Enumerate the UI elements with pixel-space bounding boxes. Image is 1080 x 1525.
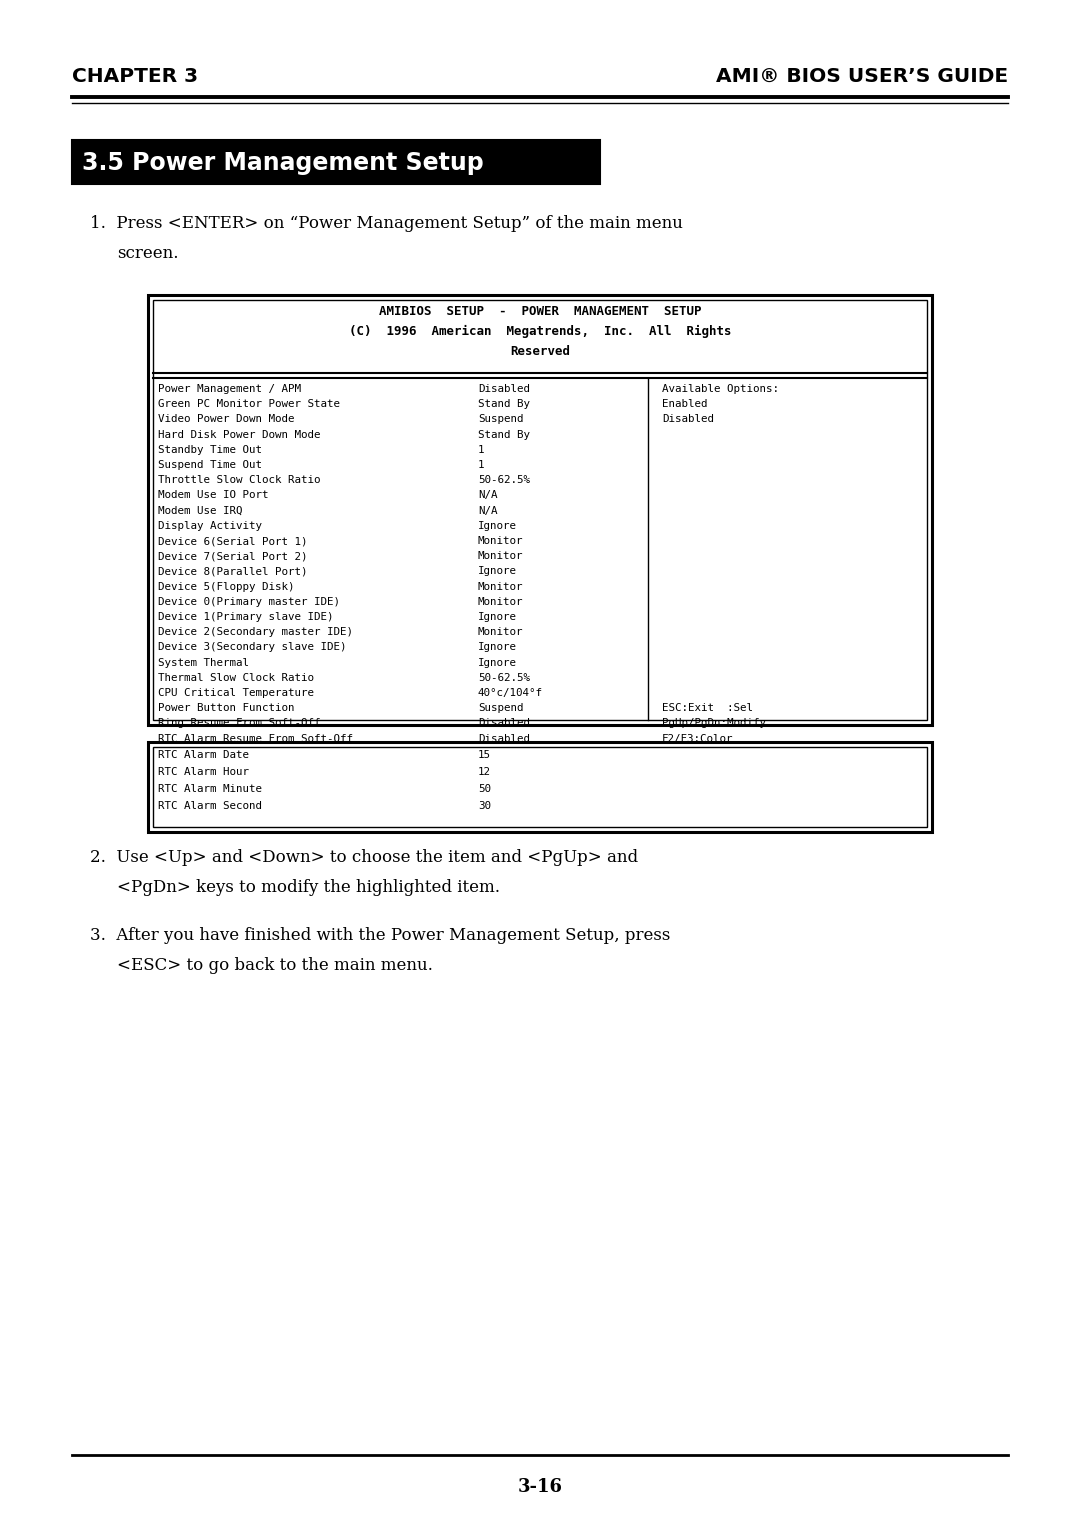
Text: Power Button Function: Power Button Function [158,703,295,714]
Text: Power Management / APM: Power Management / APM [158,384,301,393]
Text: Hard Disk Power Down Mode: Hard Disk Power Down Mode [158,430,321,439]
Bar [153,300,927,720]
Text: RTC Alarm Date: RTC Alarm Date [158,750,249,759]
Text: RTC Alarm Resume From Soft-Off: RTC Alarm Resume From Soft-Off [158,734,353,744]
Bar [148,743,932,833]
Text: Disabled: Disabled [478,718,530,729]
Text: Enabled: Enabled [662,400,707,409]
Text: Modem Use IO Port: Modem Use IO Port [158,491,269,500]
Text: Device 6(Serial Port 1): Device 6(Serial Port 1) [158,535,308,546]
Text: 1.  Press <ENTER> on “Power Management Setup” of the main menu: 1. Press <ENTER> on “Power Management Se… [90,215,683,232]
Text: Disabled: Disabled [478,734,530,744]
Text: Ring Resume From Soft-Off: Ring Resume From Soft-Off [158,718,321,729]
Text: System Thermal: System Thermal [158,657,249,668]
Text: 50-62.5%: 50-62.5% [478,476,530,485]
Text: Suspend: Suspend [478,415,524,424]
Text: RTC Alarm Hour: RTC Alarm Hour [158,767,249,778]
Text: Device 5(Floppy Disk): Device 5(Floppy Disk) [158,581,295,592]
Text: Reserved: Reserved [510,345,570,358]
Text: ESC:Exit  :Sel: ESC:Exit :Sel [662,703,753,714]
Text: 50-62.5%: 50-62.5% [478,673,530,683]
Text: Ignore: Ignore [478,657,517,668]
Text: 12: 12 [478,767,491,778]
Text: Stand By: Stand By [478,430,530,439]
Text: Suspend Time Out: Suspend Time Out [158,461,262,470]
Text: Thermal Slow Clock Ratio: Thermal Slow Clock Ratio [158,673,314,683]
Text: CPU Critical Temperature: CPU Critical Temperature [158,688,314,698]
Text: Device 1(Primary slave IDE): Device 1(Primary slave IDE) [158,612,334,622]
Text: Device 7(Serial Port 2): Device 7(Serial Port 2) [158,551,308,561]
Text: 30: 30 [478,801,491,811]
Text: Monitor: Monitor [478,581,524,592]
Text: Throttle Slow Clock Ratio: Throttle Slow Clock Ratio [158,476,321,485]
Text: F2/F3:Color: F2/F3:Color [662,734,733,744]
Text: Disabled: Disabled [662,415,714,424]
Text: Monitor: Monitor [478,596,524,607]
Bar [153,747,927,827]
Bar [72,140,600,185]
Text: Available Options:: Available Options: [662,384,779,393]
Bar [148,294,932,724]
Text: Stand By: Stand By [478,400,530,409]
Text: Green PC Monitor Power State: Green PC Monitor Power State [158,400,340,409]
Text: screen.: screen. [117,246,178,262]
Text: RTC Alarm Minute: RTC Alarm Minute [158,784,262,795]
Text: (C)  1996  American  Megatrends,  Inc.  All  Rights: (C) 1996 American Megatrends, Inc. All R… [349,325,731,339]
Text: N/A: N/A [478,506,498,515]
Text: 3.  After you have finished with the Power Management Setup, press: 3. After you have finished with the Powe… [90,927,671,944]
Text: <ESC> to go back to the main menu.: <ESC> to go back to the main menu. [117,958,433,974]
Text: 40°c/104°f: 40°c/104°f [478,688,543,698]
Text: 50: 50 [478,784,491,795]
Text: 1: 1 [478,445,485,454]
Text: Monitor: Monitor [478,627,524,637]
Text: 3-16: 3-16 [517,1478,563,1496]
Text: Ignore: Ignore [478,642,517,653]
Text: Device 8(Parallel Port): Device 8(Parallel Port) [158,566,308,576]
Text: N/A: N/A [478,491,498,500]
Text: Monitor: Monitor [478,535,524,546]
Text: 2.  Use <Up> and <Down> to choose the item and <PgUp> and: 2. Use <Up> and <Down> to choose the ite… [90,849,638,866]
Text: Display Activity: Display Activity [158,522,262,531]
Text: Monitor: Monitor [478,551,524,561]
Text: RTC Alarm Second: RTC Alarm Second [158,801,262,811]
Text: Ignore: Ignore [478,566,517,576]
Text: PgUp/PgDn:Modify: PgUp/PgDn:Modify [662,718,766,729]
Text: CHAPTER 3: CHAPTER 3 [72,67,198,85]
Text: Modem Use IRQ: Modem Use IRQ [158,506,243,515]
Text: AMIBIOS  SETUP  -  POWER  MANAGEMENT  SETUP: AMIBIOS SETUP - POWER MANAGEMENT SETUP [379,305,701,319]
Text: <PgDn> keys to modify the highlighted item.: <PgDn> keys to modify the highlighted it… [117,878,500,897]
Text: Disabled: Disabled [478,384,530,393]
Text: AMI® BIOS USER’S GUIDE: AMI® BIOS USER’S GUIDE [716,67,1008,85]
Text: Ignore: Ignore [478,522,517,531]
Text: Standby Time Out: Standby Time Out [158,445,262,454]
Text: 1: 1 [478,461,485,470]
Text: 15: 15 [478,750,491,759]
Text: Device 3(Secondary slave IDE): Device 3(Secondary slave IDE) [158,642,347,653]
Text: Device 2(Secondary master IDE): Device 2(Secondary master IDE) [158,627,353,637]
Text: Suspend: Suspend [478,703,524,714]
Text: Video Power Down Mode: Video Power Down Mode [158,415,295,424]
Text: 3.5 Power Management Setup: 3.5 Power Management Setup [82,151,484,175]
Text: Device 0(Primary master IDE): Device 0(Primary master IDE) [158,596,340,607]
Text: Ignore: Ignore [478,612,517,622]
